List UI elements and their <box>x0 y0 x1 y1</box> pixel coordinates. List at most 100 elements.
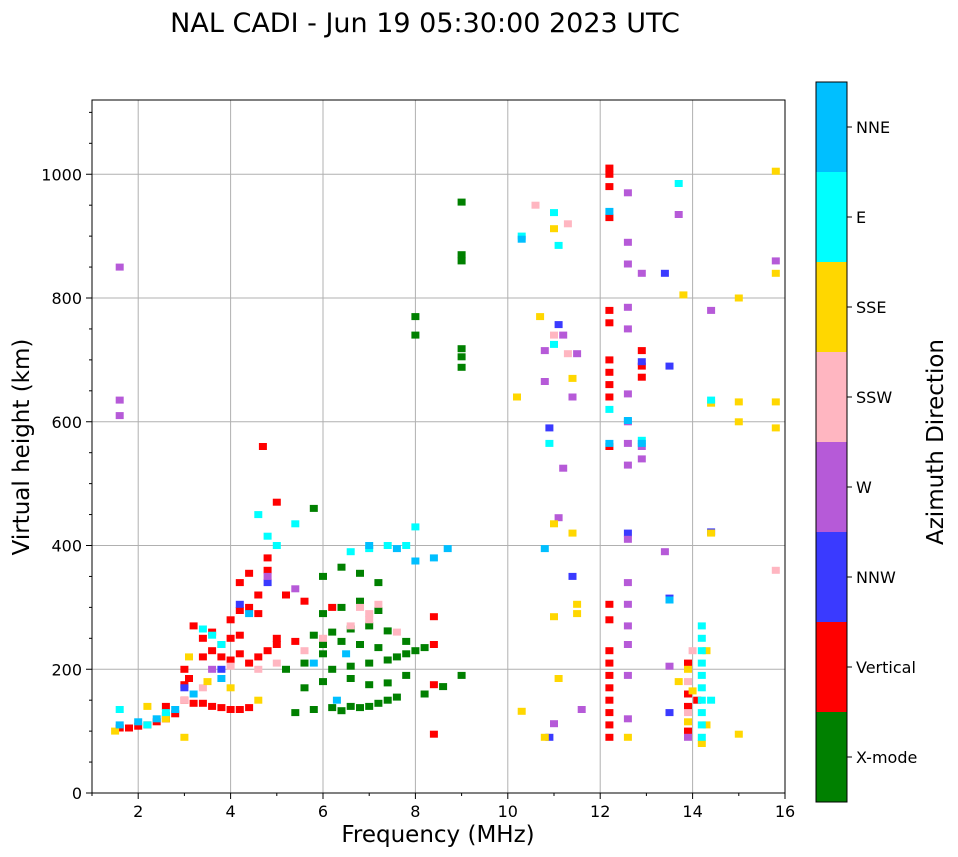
data-point <box>392 693 401 701</box>
data-point <box>623 579 632 587</box>
data-point <box>697 709 706 717</box>
colorbar: X-mode Vertical NNW W SSW SSE E NNE <box>815 81 917 803</box>
data-point <box>623 260 632 268</box>
data-point <box>605 721 614 729</box>
data-point <box>623 417 632 424</box>
colorbar-tick-label: W <box>856 478 872 497</box>
grid <box>92 100 785 793</box>
data-point <box>356 569 364 577</box>
data-point <box>319 678 327 686</box>
data-point <box>208 631 217 639</box>
data-point <box>383 656 392 664</box>
data-point <box>420 644 429 652</box>
data-point <box>637 358 646 366</box>
colorbar-segment <box>816 352 847 442</box>
data-point <box>189 690 198 698</box>
data-point <box>309 706 318 713</box>
data-point <box>365 659 374 667</box>
data-point <box>258 443 267 450</box>
data-point <box>217 653 226 661</box>
data-point <box>411 557 420 565</box>
data-point <box>697 622 706 630</box>
data-point <box>226 634 235 642</box>
data-point <box>365 542 374 549</box>
data-point <box>346 548 355 556</box>
data-point <box>457 257 466 265</box>
data-point <box>563 220 572 228</box>
data-point <box>203 678 212 686</box>
data-point <box>420 690 429 698</box>
data-point <box>688 687 697 695</box>
data-point <box>568 374 577 382</box>
data-point <box>365 702 374 710</box>
data-point <box>457 198 466 206</box>
data-point <box>771 566 780 574</box>
data-point <box>734 294 743 302</box>
colorbar-tick-label: E <box>856 208 866 227</box>
data-point <box>457 671 466 679</box>
data-point <box>665 662 674 670</box>
data-point <box>702 647 711 655</box>
colorbar-segment <box>816 172 847 262</box>
data-point <box>346 675 355 682</box>
data-point <box>771 167 780 175</box>
data-point <box>550 209 558 217</box>
plot-frame <box>91 99 786 794</box>
data-point <box>245 569 254 577</box>
data-point <box>605 684 614 692</box>
data-point <box>319 634 327 642</box>
data-point <box>217 704 226 712</box>
data-point <box>605 405 614 413</box>
data-point <box>374 699 383 707</box>
series-nnw <box>161 269 716 741</box>
data-point <box>623 238 632 246</box>
data-point <box>272 498 281 506</box>
data-point <box>115 721 124 729</box>
data-point <box>623 671 632 679</box>
data-point <box>235 650 244 658</box>
data-point <box>291 585 300 593</box>
data-point <box>383 542 392 549</box>
x-tick-label: 8 <box>410 802 420 821</box>
data-point <box>402 671 411 679</box>
data-point <box>707 529 716 537</box>
data-point <box>697 659 706 667</box>
data-point <box>319 610 327 618</box>
data-point <box>198 653 207 661</box>
data-point <box>605 183 614 191</box>
data-point <box>152 715 161 723</box>
data-point <box>328 603 337 611</box>
data-point <box>282 591 290 599</box>
data-point <box>563 350 572 358</box>
data-point <box>637 269 646 277</box>
data-point <box>115 263 124 271</box>
data-point <box>111 727 120 735</box>
data-point <box>684 709 692 717</box>
data-point <box>605 696 614 704</box>
colorbar-segment <box>816 532 847 622</box>
data-point <box>356 603 364 611</box>
y-axis-label: Virtual height (km) <box>9 339 35 556</box>
data-point <box>300 597 309 605</box>
data-point <box>540 545 549 553</box>
data-point <box>254 511 263 519</box>
data-point <box>402 542 411 549</box>
data-point <box>309 659 318 667</box>
data-point <box>198 684 207 692</box>
data-point <box>443 545 452 553</box>
data-point <box>365 616 374 624</box>
data-point <box>674 678 683 686</box>
data-marks <box>111 164 780 747</box>
data-point <box>568 529 577 537</box>
data-point <box>693 696 702 704</box>
data-point <box>605 439 614 447</box>
data-point <box>684 727 692 735</box>
data-point <box>540 347 549 355</box>
data-point <box>356 704 364 712</box>
data-point <box>272 542 281 549</box>
data-point <box>517 707 526 715</box>
data-point <box>771 269 780 277</box>
data-point <box>457 363 466 371</box>
data-point <box>254 665 263 673</box>
data-point <box>402 637 411 645</box>
